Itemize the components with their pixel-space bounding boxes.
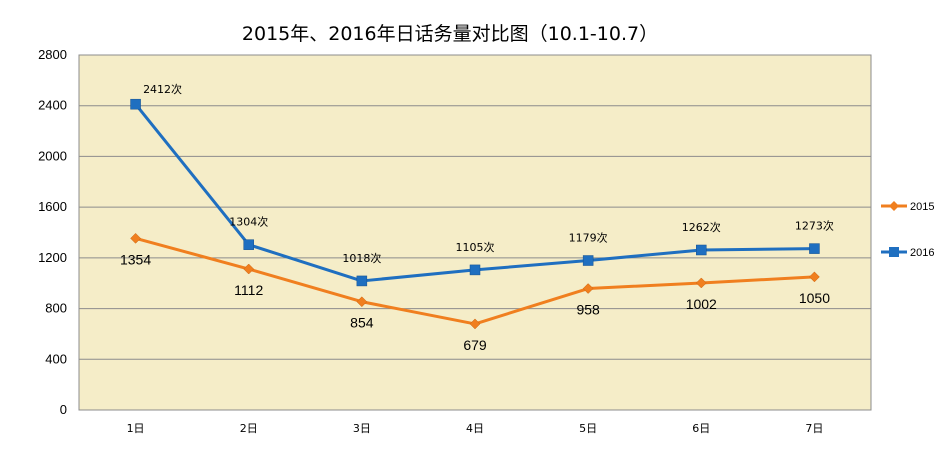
data-point-2015 (809, 271, 820, 283)
data-label-2015: 958 (576, 302, 600, 318)
data-label-2015: 1050 (799, 290, 830, 306)
legend-marker-2016 (889, 247, 899, 257)
data-point-2015 (582, 283, 594, 294)
legend: 2015 2016 (881, 201, 934, 259)
legend-label-2015: 2015 (910, 201, 934, 213)
data-label-2016: 1105次 (456, 240, 495, 254)
y-tick-label: 0 (60, 402, 67, 417)
plot-area (78, 54, 872, 411)
legend-marker-2015 (889, 201, 899, 211)
data-point-2016 (356, 275, 368, 287)
y-tick-label: 400 (45, 351, 67, 366)
x-tick-label: 6日 (692, 422, 710, 435)
data-point-2016 (243, 239, 254, 250)
chart-title: 2015年、2016年日话务量对比图（10.1-10.7） (242, 23, 658, 45)
data-point-2016 (582, 255, 594, 266)
data-point-2015 (695, 277, 707, 289)
data-label-2016: 1018次 (342, 251, 381, 265)
y-tick-label: 2000 (38, 148, 67, 163)
data-label-2015: 854 (350, 315, 374, 331)
y-tick-label: 2400 (38, 98, 67, 113)
data-point-2016 (469, 264, 481, 276)
y-tick-label: 800 (45, 301, 67, 316)
x-axis: 1日 2日 3日 4日 5日 6日 7日 (127, 422, 824, 435)
x-tick-label: 3日 (353, 422, 371, 435)
data-point-2015 (469, 318, 481, 330)
y-axis: 0 400 800 1200 1600 2000 2400 2800 (38, 47, 67, 417)
data-label-2016: 1179次 (569, 231, 608, 245)
x-tick-label: 4日 (466, 422, 484, 435)
y-tick-label: 2800 (38, 47, 67, 62)
data-label-2016: 2412次 (143, 82, 182, 96)
data-label-2016: 1273次 (795, 219, 834, 233)
data-label-2015: 679 (463, 337, 487, 353)
data-label-2015: 1002 (686, 296, 717, 312)
data-label-2016: 1304次 (229, 215, 268, 229)
data-point-2016 (809, 243, 820, 254)
series-layer: 1354 1112 854 679 958 1002 1050 2412次 1304次 1018次… (120, 82, 834, 353)
data-point-2015 (130, 232, 141, 244)
legend-label-2016: 2016 (910, 247, 934, 259)
data-point-2016 (130, 98, 141, 110)
data-point-2015 (356, 296, 368, 308)
data-label-2016: 1262次 (682, 220, 721, 234)
y-tick-label: 1600 (38, 199, 67, 214)
x-tick-label: 2日 (240, 422, 258, 435)
data-point-2016 (696, 244, 707, 256)
x-tick-label: 5日 (579, 422, 597, 435)
x-tick-label: 7日 (805, 422, 823, 435)
y-tick-label: 1200 (38, 250, 67, 265)
data-label-2015: 1112 (234, 282, 263, 298)
data-label-2015: 1354 (120, 251, 151, 267)
data-point-2015 (243, 263, 255, 275)
x-tick-label: 1日 (127, 422, 145, 435)
